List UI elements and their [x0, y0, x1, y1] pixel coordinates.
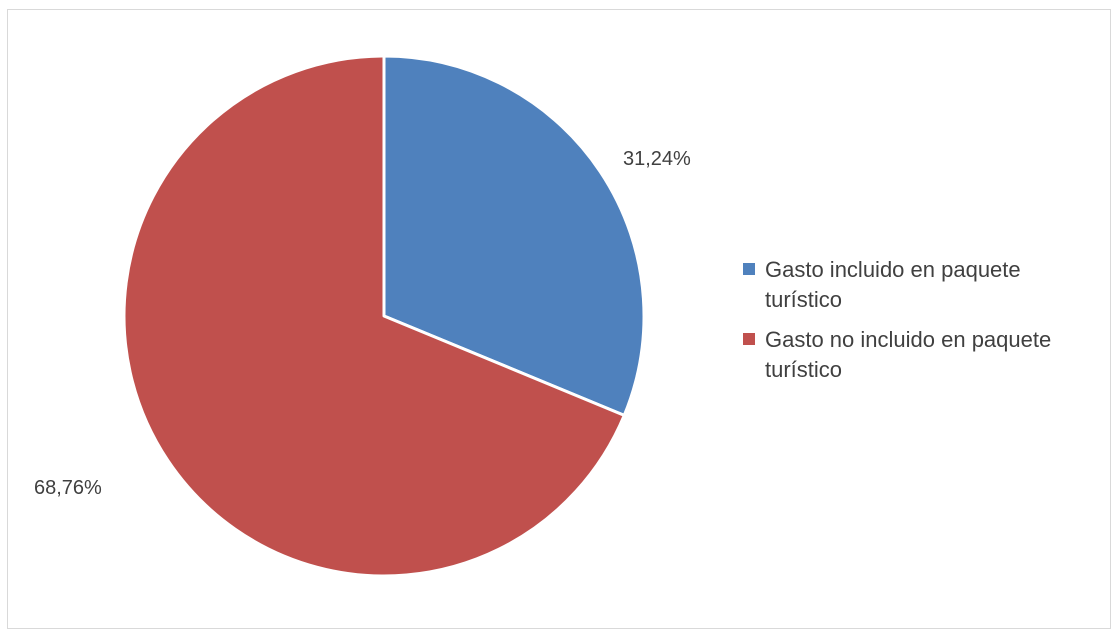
legend-swatch-slice-0 [743, 263, 755, 275]
legend: Gasto incluido en paquete turístico Gast… [743, 255, 1103, 395]
legend-swatch-slice-1 [743, 333, 755, 345]
legend-item: Gasto incluido en paquete turístico [743, 255, 1103, 315]
legend-label-slice-0: Gasto incluido en paquete turístico [765, 257, 1021, 312]
data-label-slice-1: 68,76% [34, 477, 102, 499]
pie-slice-1 [122, 54, 626, 578]
legend-label-slice-1: Gasto no incluido en paquete turístico [765, 327, 1052, 382]
legend-item: Gasto no incluido en paquete turístico [743, 325, 1103, 385]
data-label-slice-0: 31,24% [623, 148, 691, 170]
pie-slices [122, 54, 646, 578]
pie-slice-0 [382, 54, 646, 417]
